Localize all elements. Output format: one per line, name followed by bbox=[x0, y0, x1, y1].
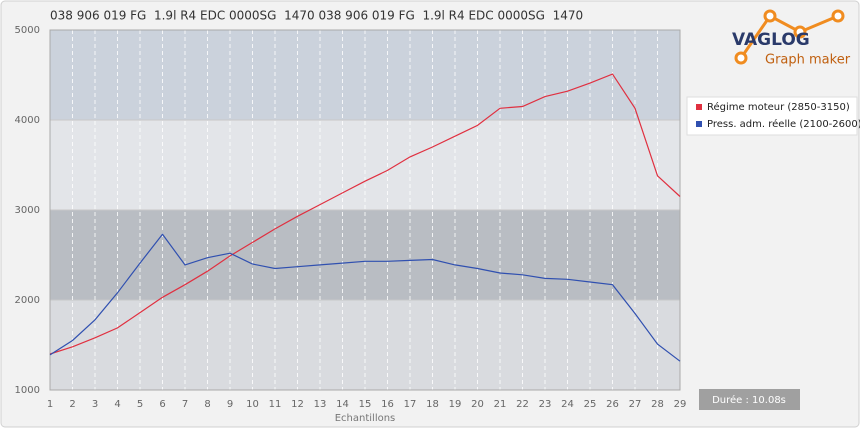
legend-swatch bbox=[696, 104, 702, 110]
logo-subtitle: Graph maker bbox=[765, 53, 851, 68]
logo-dot bbox=[734, 51, 748, 65]
x-tick-label: 29 bbox=[674, 399, 687, 410]
series-line bbox=[49, 73, 681, 355]
x-tick-label: 16 bbox=[381, 399, 394, 410]
chart-title: 038 906 019 FG 1.9l R4 EDC 0000SG 1470 0… bbox=[50, 9, 583, 23]
x-tick-label: 24 bbox=[561, 399, 574, 410]
x-tick-label: 17 bbox=[404, 399, 417, 410]
series-line bbox=[49, 233, 681, 362]
x-tick-label: 7 bbox=[182, 399, 188, 410]
x-tick-label: 23 bbox=[539, 399, 552, 410]
x-tick-label: 26 bbox=[606, 399, 619, 410]
x-tick-label: 1 bbox=[47, 399, 53, 410]
x-tick-label: 2 bbox=[69, 399, 75, 410]
x-tick-label: 19 bbox=[449, 399, 462, 410]
legend-swatch bbox=[696, 121, 702, 127]
x-tick-label: 14 bbox=[336, 399, 349, 410]
logo-dot bbox=[831, 9, 845, 23]
y-tick-label: 1000 bbox=[15, 385, 40, 396]
x-tick-label: 21 bbox=[494, 399, 507, 410]
y-tick-label: 5000 bbox=[15, 25, 40, 36]
x-tick-label: 6 bbox=[159, 399, 165, 410]
x-tick-label: 10 bbox=[246, 399, 259, 410]
logo: VAGLOG Graph maker bbox=[732, 9, 851, 68]
x-tick-label: 15 bbox=[359, 399, 372, 410]
y-tick-label: 3000 bbox=[15, 205, 40, 216]
x-tick-label: 20 bbox=[471, 399, 484, 410]
x-tick-label: 12 bbox=[291, 399, 304, 410]
x-tick-label: 4 bbox=[114, 399, 120, 410]
x-tick-label: 22 bbox=[516, 399, 529, 410]
x-tick-label: 25 bbox=[584, 399, 597, 410]
logo-dot bbox=[763, 9, 777, 23]
x-tick-label: 13 bbox=[314, 399, 327, 410]
y-tick-label: 2000 bbox=[15, 295, 40, 306]
legend-label: Régime moteur (2850-3150) bbox=[707, 101, 850, 113]
x-tick-label: 27 bbox=[629, 399, 642, 410]
x-tick-label: 5 bbox=[137, 399, 143, 410]
duration-box bbox=[699, 389, 800, 410]
logo-line bbox=[739, 14, 839, 59]
legend bbox=[686, 96, 858, 136]
x-tick-label: 11 bbox=[269, 399, 282, 410]
plot-frame bbox=[49, 29, 681, 391]
duration: Durée : 10.08s bbox=[712, 394, 786, 406]
x-axis-label: Echantillons bbox=[335, 413, 396, 424]
logo-name: VAGLOG bbox=[732, 30, 810, 50]
x-tick-label: 28 bbox=[651, 399, 664, 410]
x-tick-label: 8 bbox=[204, 399, 210, 410]
x-tick-label: 3 bbox=[92, 399, 98, 410]
y-tick-label: 4000 bbox=[15, 115, 40, 126]
x-tick-label: 18 bbox=[426, 399, 439, 410]
logo-dot bbox=[793, 25, 807, 39]
x-tick-label: 9 bbox=[227, 399, 233, 410]
legend-label: Press. adm. réelle (2100-2600) bbox=[707, 118, 860, 130]
